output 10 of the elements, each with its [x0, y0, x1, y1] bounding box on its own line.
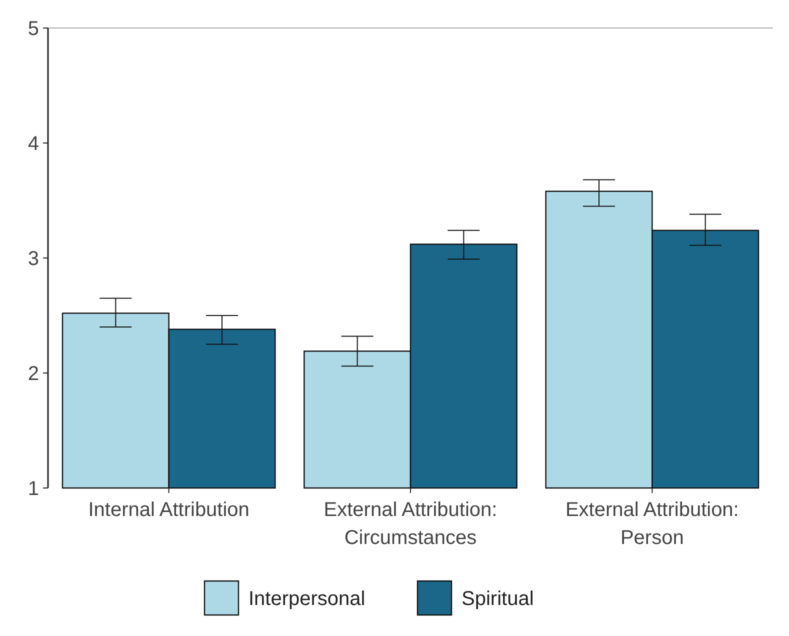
y-tick-label: 3: [28, 248, 39, 270]
x-tick-label: Internal Attribution: [88, 499, 250, 521]
y-tick-label: 5: [28, 18, 39, 40]
legend-label: Interpersonal: [248, 588, 366, 610]
y-tick-label: 4: [28, 133, 39, 155]
y-tick-label: 1: [28, 478, 39, 500]
y-tick-label: 2: [28, 363, 39, 385]
x-tick-label: External Attribution: Circumstances: [324, 499, 498, 549]
x-tick-label: External Attribution: Person: [565, 499, 739, 549]
legend-label: Spiritual: [462, 588, 534, 610]
